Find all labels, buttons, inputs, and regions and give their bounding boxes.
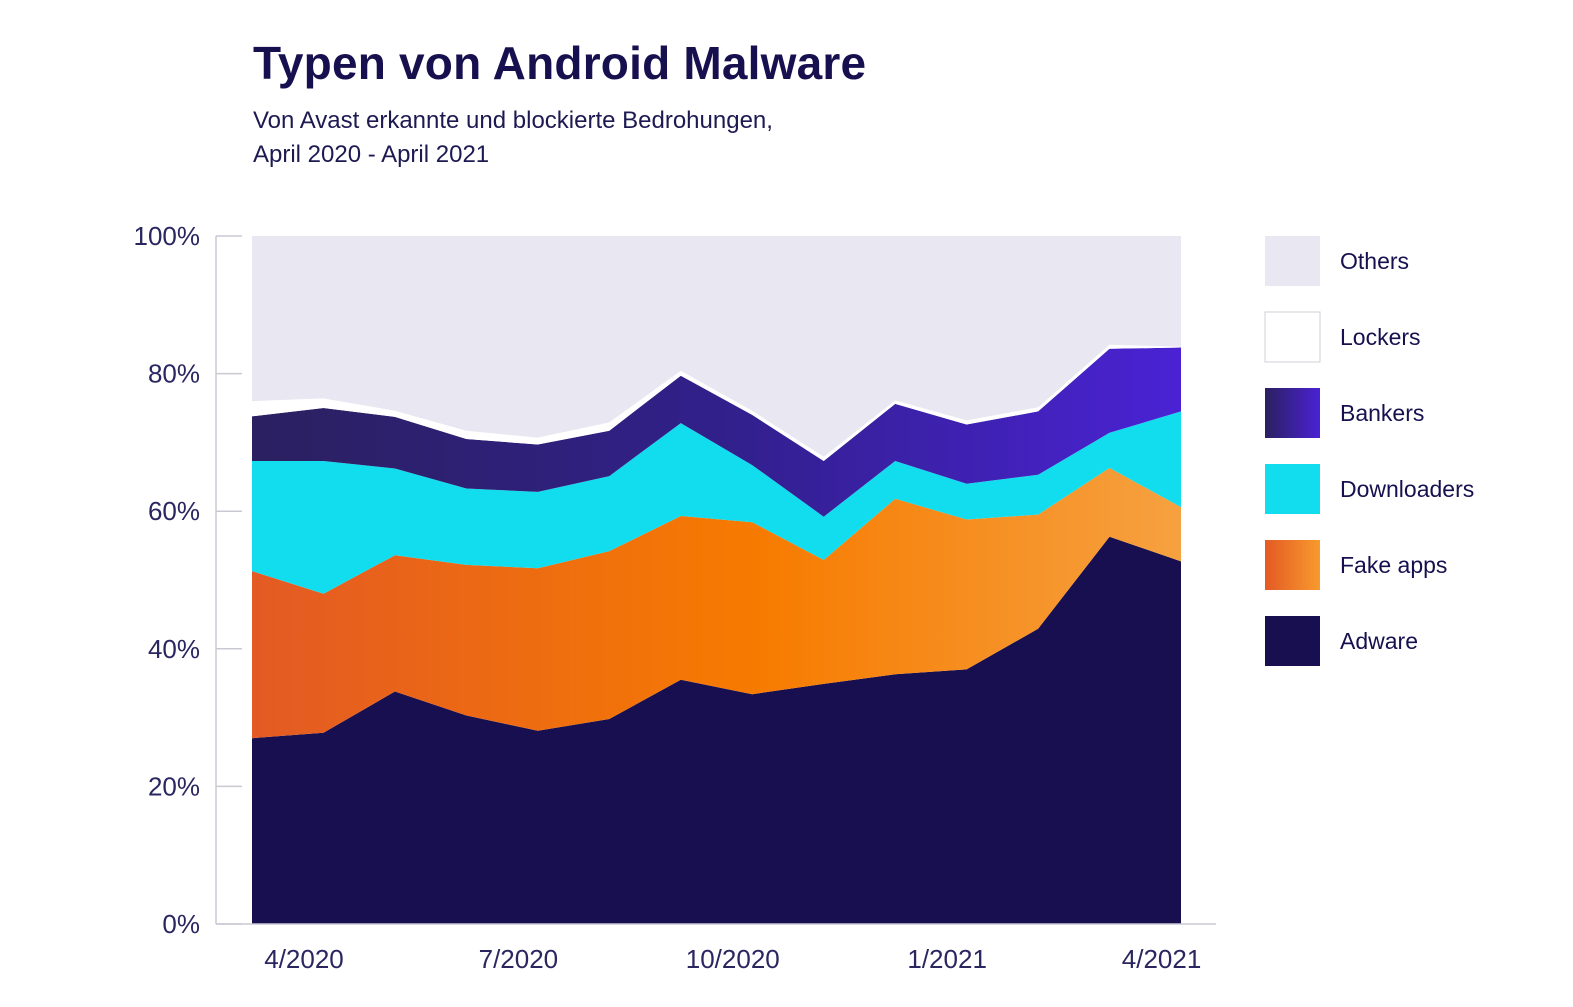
x-tick-label: 7/2020 (479, 944, 559, 974)
legend-label-downloaders: Downloaders (1340, 476, 1474, 502)
area-downloaders (252, 411, 1181, 594)
area-others (252, 236, 1181, 457)
legend-swatch-fake-apps (1265, 540, 1320, 590)
y-tick-labels: 0% 20% 40% 60% 80% 100% (134, 221, 242, 939)
x-tick-label: 10/2020 (686, 944, 780, 974)
legend-label-fake-apps: Fake apps (1340, 552, 1447, 578)
area-bankers (252, 347, 1181, 517)
legend-label-bankers: Bankers (1340, 400, 1424, 426)
legend-swatch-others (1265, 236, 1320, 286)
y-tick-label: 40% (148, 634, 200, 664)
area-adware (252, 536, 1181, 924)
y-tick-label: 0% (162, 909, 200, 939)
legend: Others Lockers Bankers Downloaders Fake apps… (1264, 236, 1474, 666)
legend-label-others: Others (1340, 248, 1409, 274)
chart-title: Typen von Android Malware (253, 37, 867, 89)
legend-swatch-adware (1265, 616, 1320, 666)
legend-swatch-bankers (1265, 388, 1320, 438)
y-tick-label: 100% (134, 221, 201, 251)
subtitle-line-1: Von Avast erkannte und blockierte Bedroh… (253, 107, 773, 134)
chart-subtitle: Von Avast erkannte und blockierte Bedroh… (253, 104, 773, 172)
y-tick-label: 60% (148, 496, 200, 526)
x-tick-label: 4/2020 (264, 944, 344, 974)
area-fake-apps (252, 467, 1181, 739)
legend-swatch-downloaders (1265, 464, 1320, 514)
y-tick-label: 80% (148, 359, 200, 389)
legend-label-lockers: Lockers (1340, 324, 1421, 350)
x-tick-label: 1/2021 (907, 944, 987, 974)
legend-swatch-lockers (1264, 311, 1321, 363)
axes (215, 236, 1216, 925)
area-layers (252, 236, 1181, 924)
y-tick-label: 20% (148, 771, 200, 801)
x-tick-label: 4/2021 (1122, 944, 1202, 974)
subtitle-line-2: April 2020 - April 2021 (253, 141, 490, 168)
legend-label-adware: Adware (1340, 628, 1418, 654)
x-tick-labels: 4/2020 7/2020 10/2020 1/2021 4/2021 (264, 944, 1201, 974)
